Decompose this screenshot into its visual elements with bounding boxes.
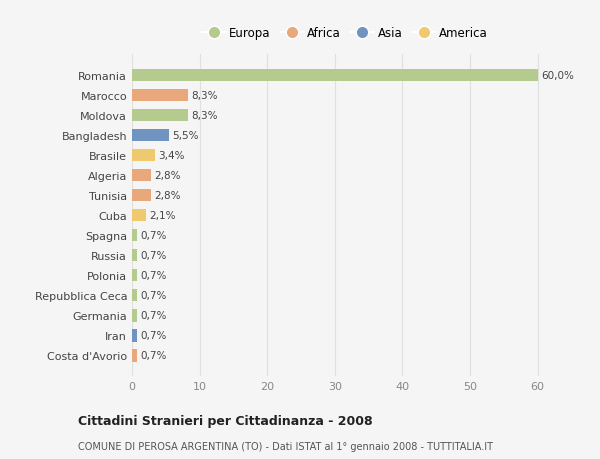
Text: 0,7%: 0,7% xyxy=(140,231,166,241)
Legend: Europa, Africa, Asia, America: Europa, Africa, Asia, America xyxy=(197,22,493,45)
Bar xyxy=(132,349,137,362)
Text: 2,8%: 2,8% xyxy=(154,171,181,181)
Text: Cittadini Stranieri per Cittadinanza - 2008: Cittadini Stranieri per Cittadinanza - 2… xyxy=(78,414,373,428)
Text: 5,5%: 5,5% xyxy=(173,131,199,141)
Bar xyxy=(132,129,169,142)
Bar xyxy=(132,110,188,122)
Text: 0,7%: 0,7% xyxy=(140,351,166,361)
Bar xyxy=(132,90,188,102)
Bar xyxy=(132,269,137,282)
Text: 8,3%: 8,3% xyxy=(191,111,218,121)
Text: 0,7%: 0,7% xyxy=(140,291,166,301)
Text: 60,0%: 60,0% xyxy=(541,71,574,81)
Bar xyxy=(132,150,155,162)
Text: COMUNE DI PEROSA ARGENTINA (TO) - Dati ISTAT al 1° gennaio 2008 - TUTTITALIA.IT: COMUNE DI PEROSA ARGENTINA (TO) - Dati I… xyxy=(78,441,493,451)
Bar xyxy=(132,230,137,242)
Text: 3,4%: 3,4% xyxy=(158,151,185,161)
Bar xyxy=(132,169,151,182)
Text: 0,7%: 0,7% xyxy=(140,271,166,280)
Bar xyxy=(132,250,137,262)
Bar xyxy=(132,190,151,202)
Text: 0,7%: 0,7% xyxy=(140,251,166,261)
Bar xyxy=(132,70,538,82)
Text: 0,7%: 0,7% xyxy=(140,311,166,321)
Text: 2,1%: 2,1% xyxy=(149,211,176,221)
Bar xyxy=(132,330,137,342)
Bar xyxy=(132,210,146,222)
Text: 0,7%: 0,7% xyxy=(140,330,166,341)
Bar xyxy=(132,290,137,302)
Text: 8,3%: 8,3% xyxy=(191,91,218,101)
Text: 2,8%: 2,8% xyxy=(154,191,181,201)
Bar xyxy=(132,309,137,322)
